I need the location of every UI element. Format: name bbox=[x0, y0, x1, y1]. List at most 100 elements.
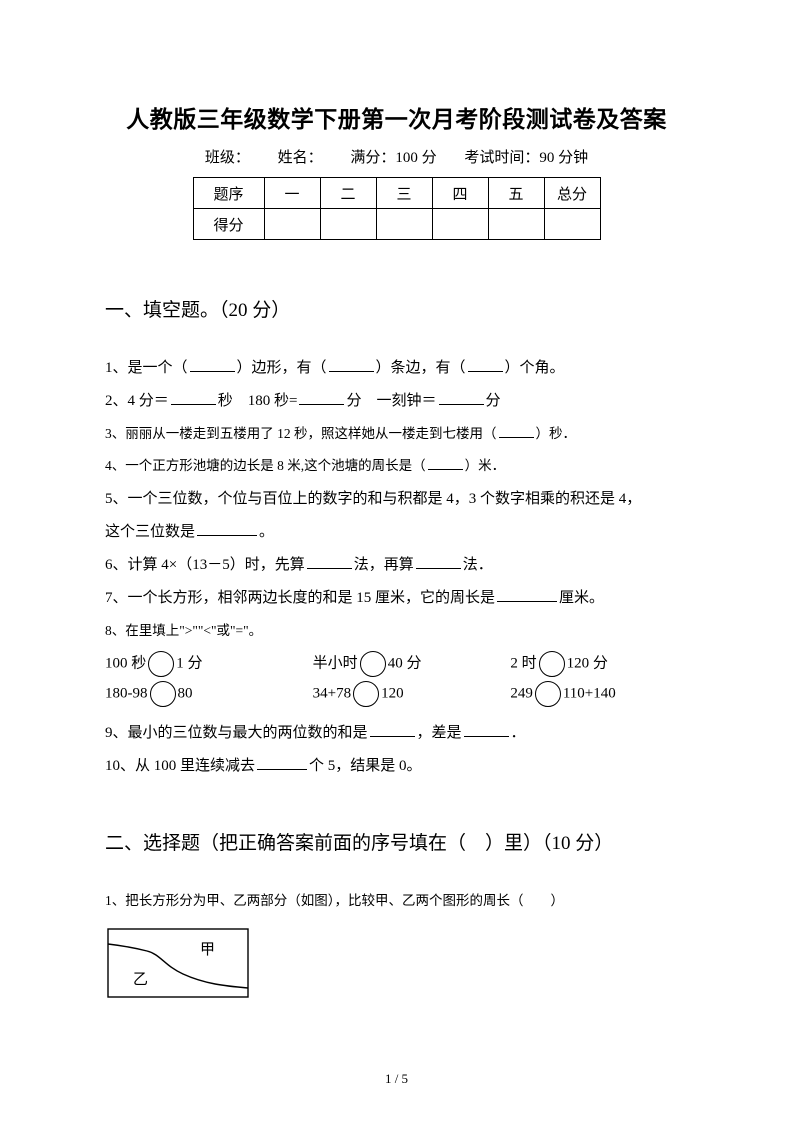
q6-part: 6、计算 4×（13－5）时，先算 bbox=[105, 557, 305, 573]
th-4: 四 bbox=[432, 178, 488, 209]
q6-part: 法，再算 bbox=[354, 557, 414, 573]
q7: 7、一个长方形，相邻两边长度的和是 15 厘米，它的周长是 厘米。 bbox=[105, 582, 688, 615]
cmp-left: 34+78 bbox=[313, 686, 351, 702]
q2: 2、4 分＝ 秒 180 秒= 分 一刻钟＝ 分 bbox=[105, 385, 688, 418]
cmp-right: 80 bbox=[178, 686, 193, 702]
q4-part: ）米． bbox=[465, 458, 506, 473]
name-label: 姓名： bbox=[278, 150, 323, 166]
compare-cell: 249 110+140 bbox=[490, 681, 688, 707]
cmp-left: 249 bbox=[510, 686, 533, 702]
figure-jia-yi: 甲 乙 bbox=[105, 926, 688, 1001]
cmp-right: 40 分 bbox=[388, 656, 422, 672]
duration-label: 考试时间：90 分钟 bbox=[464, 150, 588, 166]
q4: 4、一个正方形池塘的边长是 8 米,这个池塘的周长是（ ）米． bbox=[105, 450, 688, 482]
q1-part: ）条边，有（ bbox=[376, 360, 466, 376]
q3-part: ）秒． bbox=[536, 426, 577, 441]
circle-blank bbox=[535, 681, 561, 707]
compare-row-2: 180-98 80 34+78 120 249 110+140 bbox=[105, 681, 688, 707]
q7-part: 7、一个长方形，相邻两边长度的和是 15 厘米，它的周长是 bbox=[105, 590, 495, 606]
blank bbox=[370, 721, 415, 737]
blank bbox=[299, 389, 344, 405]
q2-part: 分 一刻钟＝ bbox=[346, 393, 436, 409]
cmp-left: 180-98 bbox=[105, 686, 148, 702]
th-5: 五 bbox=[488, 178, 544, 209]
q5-part: 。 bbox=[259, 524, 274, 540]
circle-blank bbox=[150, 681, 176, 707]
blank bbox=[190, 356, 235, 372]
cell-empty bbox=[264, 209, 320, 240]
q5: 5、一个三位数，个位与百位上的数字的和与积都是 4，3 个数字相乘的积还是 4，… bbox=[105, 483, 688, 549]
blank bbox=[416, 553, 461, 569]
blank bbox=[497, 586, 557, 602]
page-title: 人教版三年级数学下册第一次月考阶段测试卷及答案 bbox=[105, 100, 688, 134]
table-row: 得分 bbox=[193, 209, 600, 240]
rect-split-icon: 甲 乙 bbox=[105, 926, 255, 1001]
q2-part: 分 bbox=[486, 393, 501, 409]
th-3: 三 bbox=[376, 178, 432, 209]
cmp-left: 2 时 bbox=[510, 656, 536, 672]
q9-part: ． bbox=[511, 725, 526, 741]
section2-heading: 二、选择题（把正确答案前面的序号填在（ ）里）（10 分） bbox=[105, 828, 688, 855]
cell-empty bbox=[320, 209, 376, 240]
fullscore-label: 满分：100 分 bbox=[350, 150, 436, 166]
blank bbox=[428, 456, 463, 471]
compare-cell: 100 秒 1 分 bbox=[105, 651, 283, 677]
q2-part: 秒 180 秒= bbox=[218, 393, 298, 409]
compare-cell: 180-98 80 bbox=[105, 681, 283, 707]
q4-part: 4、一个正方形池塘的边长是 8 米,这个池塘的周长是（ bbox=[105, 458, 426, 473]
cell-empty bbox=[376, 209, 432, 240]
cmp-left: 100 秒 bbox=[105, 656, 146, 672]
table-row: 题序 一 二 三 四 五 总分 bbox=[193, 178, 600, 209]
compare-cell: 2 时 120 分 bbox=[490, 651, 688, 677]
th-total: 总分 bbox=[544, 178, 600, 209]
q9-part: ，差是 bbox=[417, 725, 462, 741]
exam-page: 人教版三年级数学下册第一次月考阶段测试卷及答案 班级： 姓名： 满分：100 分… bbox=[0, 0, 793, 1122]
cmp-right: 110+140 bbox=[563, 686, 616, 702]
th-2: 二 bbox=[320, 178, 376, 209]
circle-blank bbox=[148, 651, 174, 677]
compare-row-1: 100 秒 1 分 半小时40 分 2 时 120 分 bbox=[105, 651, 688, 677]
blank bbox=[257, 754, 307, 770]
section1-heading: 一、填空题。（20 分） bbox=[105, 295, 688, 322]
circle-blank bbox=[353, 681, 379, 707]
q2-part: 2、4 分＝ bbox=[105, 393, 169, 409]
q3-part: 3、丽丽从一楼走到五楼用了 12 秒，照这样她从一楼走到七楼用（ bbox=[105, 426, 497, 441]
row-score-label: 得分 bbox=[193, 209, 264, 240]
q1: 1、是一个（）边形，有（）条边，有（）个角。 bbox=[105, 352, 688, 385]
cell-empty bbox=[544, 209, 600, 240]
q8-head: 8、在里填上">""<"或"="。 bbox=[105, 615, 688, 647]
cmp-right: 1 分 bbox=[176, 656, 202, 672]
blank bbox=[197, 520, 257, 536]
th-seq: 题序 bbox=[193, 178, 264, 209]
blank bbox=[464, 721, 509, 737]
cell-empty bbox=[432, 209, 488, 240]
q5-part: 5、一个三位数，个位与百位上的数字的和与积都是 4，3 个数字相乘的积还是 4， bbox=[105, 491, 641, 507]
compare-cell: 34+78 120 bbox=[283, 681, 491, 707]
q3: 3、丽丽从一楼走到五楼用了 12 秒，照这样她从一楼走到七楼用（ ）秒． bbox=[105, 418, 688, 450]
q10-part: 个 5，结果是 0。 bbox=[309, 758, 422, 774]
q10: 10、从 100 里连续减去个 5，结果是 0。 bbox=[105, 750, 688, 783]
cell-empty bbox=[488, 209, 544, 240]
q1-part: ）个角。 bbox=[505, 360, 565, 376]
circle-blank bbox=[360, 651, 386, 677]
blank bbox=[468, 356, 503, 372]
class-label: 班级： bbox=[205, 150, 250, 166]
q6: 6、计算 4×（13－5）时，先算 法，再算 法． bbox=[105, 549, 688, 582]
q6-part: 法． bbox=[463, 557, 493, 573]
blank bbox=[329, 356, 374, 372]
blank bbox=[499, 424, 534, 439]
circle-blank bbox=[539, 651, 565, 677]
label-jia: 甲 bbox=[200, 942, 215, 958]
q9: 9、最小的三位数与最大的两位数的和是，差是． bbox=[105, 717, 688, 750]
cmp-right: 120 分 bbox=[567, 656, 608, 672]
s2-q1: 1、把长方形分为甲、乙两部分（如图），比较甲、乙两个图形的周长（ ） bbox=[105, 885, 688, 917]
blank bbox=[307, 553, 352, 569]
page-number: 1 / 5 bbox=[0, 1071, 793, 1087]
q1-part: 1、是一个（ bbox=[105, 360, 188, 376]
cmp-right: 120 bbox=[381, 686, 404, 702]
q7-part: 厘米。 bbox=[559, 590, 604, 606]
compare-cell: 半小时40 分 bbox=[283, 651, 491, 677]
label-yi: 乙 bbox=[133, 972, 148, 988]
blank bbox=[439, 389, 484, 405]
score-table: 题序 一 二 三 四 五 总分 得分 bbox=[193, 177, 601, 240]
